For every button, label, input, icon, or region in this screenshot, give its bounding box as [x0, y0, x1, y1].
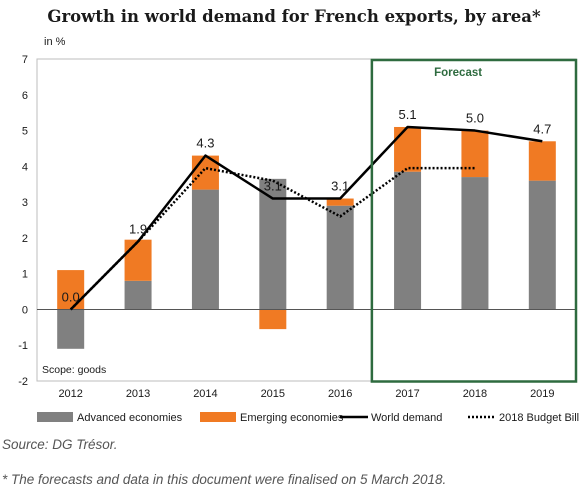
y-tick-label: 1: [22, 269, 28, 281]
unit-label: in %: [44, 36, 66, 48]
bar-emerging-2017: [394, 126, 422, 172]
bar-emerging-2015: [259, 309, 287, 330]
data-label-2013: 1.9: [129, 221, 147, 236]
bar-emerging-2018: [461, 130, 489, 178]
x-tick-label: 2013: [126, 388, 150, 400]
y-tick-label: 6: [22, 90, 28, 102]
bar-advanced-2013: [124, 280, 152, 310]
chart-title: Growth in world demand for French export…: [47, 7, 541, 26]
forecast-label: Forecast: [434, 67, 482, 79]
data-label-2014: 4.3: [196, 136, 214, 151]
data-labels-layer: 0.0 1.9 4.3 3.1 3.1 5.1 5.0 4.7: [62, 107, 552, 304]
forecast-box: [370, 58, 578, 383]
bar-advanced-2012: [57, 309, 85, 349]
legend-label-world-demand: World demand: [371, 412, 442, 424]
data-label-2016: 3.1: [331, 179, 349, 194]
bar-advanced-2017: [394, 171, 422, 310]
legend-label-budget-bill: 2018 Budget Bill: [499, 412, 579, 424]
x-axis: 2012 2013 2014 2015 2016 2017 2018 2019: [58, 388, 554, 400]
data-label-2015: 3.1: [264, 179, 282, 194]
bar-emerging-2013: [124, 239, 152, 281]
bar-emerging-2012: [57, 270, 85, 310]
data-label-2012: 0.0: [62, 289, 80, 304]
legend: Advanced economies Emerging economies Wo…: [37, 412, 579, 424]
y-tick-label: 0: [22, 304, 28, 316]
legend-swatch-emerging: [200, 412, 236, 422]
y-tick-label: 5: [22, 126, 28, 138]
bar-advanced-2014: [191, 189, 219, 310]
y-tick-label: 7: [22, 54, 28, 66]
plot-frame: [36, 58, 577, 382]
bar-advanced-2016: [326, 205, 354, 310]
lines-layer: [69, 125, 543, 311]
legend-swatch-advanced: [37, 412, 73, 422]
bar-emerging-2019: [528, 141, 556, 181]
bar-emerging-2016: [326, 198, 354, 206]
data-label-2018: 5.0: [466, 111, 484, 126]
source-note: Source: DG Trésor.: [2, 437, 118, 452]
y-tick-label: -2: [18, 376, 28, 388]
legend-label-advanced: Advanced economies: [77, 412, 183, 424]
x-tick-label: 2017: [395, 388, 419, 400]
data-label-2017: 5.1: [399, 107, 417, 122]
x-tick-label: 2019: [530, 388, 554, 400]
bar-advanced-2018: [461, 177, 489, 310]
x-tick-label: 2016: [328, 388, 352, 400]
x-tick-label: 2015: [261, 388, 285, 400]
y-tick-label: 3: [22, 197, 28, 209]
data-label-2019: 4.7: [533, 121, 551, 136]
x-tick-label: 2018: [463, 388, 487, 400]
bar-advanced-2015: [259, 178, 287, 310]
scope-note: Scope: goods: [42, 364, 106, 376]
legend-label-emerging: Emerging economies: [240, 412, 344, 424]
y-tick-label: 4: [22, 161, 28, 173]
y-axis: -2 -1 0 1 2 3 4 5 6 7: [18, 54, 28, 388]
y-tick-label: 2: [22, 233, 28, 245]
bar-advanced-2019: [528, 180, 556, 310]
x-tick-label: 2012: [58, 388, 82, 400]
footnote: * The forecasts and data in this documen…: [2, 472, 446, 487]
y-tick-label: -1: [18, 340, 28, 352]
x-tick-label: 2014: [193, 388, 217, 400]
bars-layer: [57, 126, 556, 349]
